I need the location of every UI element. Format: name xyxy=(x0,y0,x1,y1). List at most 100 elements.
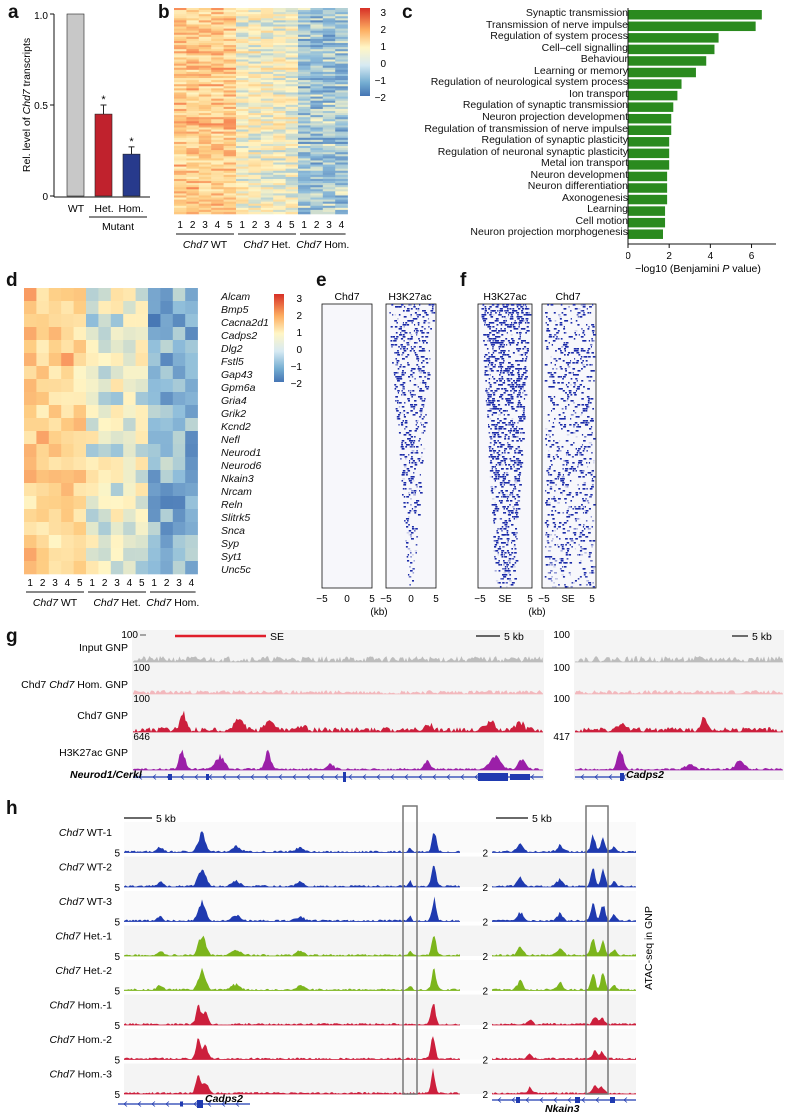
heatmap-cell xyxy=(198,84,212,87)
chip-signal xyxy=(575,508,578,510)
chip-signal xyxy=(497,582,499,584)
chip-signal xyxy=(544,576,547,578)
chip-signal xyxy=(579,576,582,578)
chip-signal xyxy=(585,424,588,426)
chip-signal xyxy=(588,340,591,342)
chip-signal xyxy=(494,336,498,338)
heatmap-cell xyxy=(273,67,286,71)
chip-signal xyxy=(522,392,524,394)
heatmap-cell xyxy=(36,314,50,328)
a-bar-het xyxy=(94,113,113,197)
chip-signal xyxy=(494,570,497,572)
heatmap-cell xyxy=(260,106,274,110)
heatmap-cell xyxy=(48,418,62,432)
heatmap-cell xyxy=(148,353,161,367)
heatmap-cell xyxy=(135,366,149,380)
heatmap-cell xyxy=(186,166,200,169)
d-legend-0: 0 xyxy=(296,345,302,356)
heatmap-cell xyxy=(285,73,299,77)
chip-signal xyxy=(413,346,416,348)
chip-signal xyxy=(505,312,508,314)
chip-signal xyxy=(515,390,517,392)
chip-signal xyxy=(504,404,507,406)
chip-signal xyxy=(395,332,398,334)
heatmap-cell xyxy=(335,197,348,200)
heatmap-cell xyxy=(248,57,262,60)
chip-signal xyxy=(582,360,584,362)
chip-signal xyxy=(549,436,551,438)
heatmap-cell xyxy=(248,119,262,122)
heatmap-cell xyxy=(298,14,311,17)
heatmap-cell xyxy=(248,38,262,42)
chip-signal xyxy=(578,312,581,314)
chip-signal xyxy=(502,494,506,496)
heatmap-cell xyxy=(174,156,187,159)
heatmap-cell xyxy=(310,164,324,167)
c-bar xyxy=(628,229,663,239)
heatmap-cell xyxy=(260,207,274,211)
heatmap-cell xyxy=(123,327,136,341)
chip-signal xyxy=(482,304,484,306)
heatmap-cell xyxy=(260,96,274,99)
chip-signal xyxy=(580,310,583,312)
d-gene-label: Bmp5 xyxy=(221,304,249,316)
heatmap-cell xyxy=(61,327,74,341)
heatmap-cell xyxy=(322,135,336,139)
chip-signal xyxy=(592,326,595,328)
heatmap-cell xyxy=(198,59,212,62)
heatmap-cell xyxy=(211,73,224,77)
chip-signal xyxy=(590,516,592,518)
chip-signal xyxy=(560,350,562,352)
chip-signal xyxy=(553,500,557,502)
chip-signal xyxy=(587,348,591,350)
chip-signal xyxy=(491,498,495,500)
f-tick-5b: 5 xyxy=(589,594,595,605)
heatmap-cell xyxy=(211,207,224,211)
h-track-label: Chd7 WT-1 xyxy=(59,827,112,839)
heatmap-cell xyxy=(322,166,336,169)
heatmap-cell xyxy=(298,96,311,99)
heatmap-cell xyxy=(322,10,336,13)
chip-signal xyxy=(499,528,502,530)
chip-signal xyxy=(405,322,408,324)
heatmap-cell xyxy=(322,53,336,56)
chip-signal xyxy=(519,404,523,406)
chip-signal xyxy=(500,446,502,448)
chip-signal xyxy=(514,478,517,480)
signal-track xyxy=(124,896,460,922)
chip-signal xyxy=(506,310,509,312)
chip-signal xyxy=(408,460,411,462)
heatmap-cell xyxy=(174,14,187,17)
c-bar xyxy=(628,33,719,43)
chip-signal xyxy=(559,318,562,320)
chip-signal xyxy=(508,400,512,402)
heatmap-cell xyxy=(273,150,286,153)
heatmap-cell xyxy=(223,49,237,52)
heatmap-cell xyxy=(211,28,224,31)
heatmap-cell xyxy=(248,26,262,29)
chip-signal xyxy=(411,368,414,370)
chip-signal xyxy=(491,456,494,458)
heatmap-cell xyxy=(186,211,200,215)
heatmap-cell xyxy=(335,98,348,101)
heatmap-cell xyxy=(186,197,200,200)
heatmap-cell xyxy=(24,444,37,458)
chip-signal xyxy=(495,328,498,330)
heatmap-cell xyxy=(335,203,348,207)
heatmap-cell xyxy=(211,185,224,188)
chip-signal xyxy=(504,496,507,498)
chip-signal xyxy=(512,310,514,312)
chip-signal xyxy=(570,506,572,508)
chip-signal xyxy=(503,450,506,452)
chip-signal xyxy=(581,530,584,532)
chip-signal xyxy=(527,330,530,332)
heatmap-cell xyxy=(285,96,299,99)
chip-signal xyxy=(506,370,509,372)
chip-signal xyxy=(577,416,579,418)
chip-signal xyxy=(507,438,510,440)
chip-signal xyxy=(497,418,499,420)
heatmap-cell xyxy=(285,125,299,128)
chip-signal xyxy=(415,332,418,334)
chip-signal xyxy=(551,464,553,466)
chip-signal xyxy=(518,308,521,310)
